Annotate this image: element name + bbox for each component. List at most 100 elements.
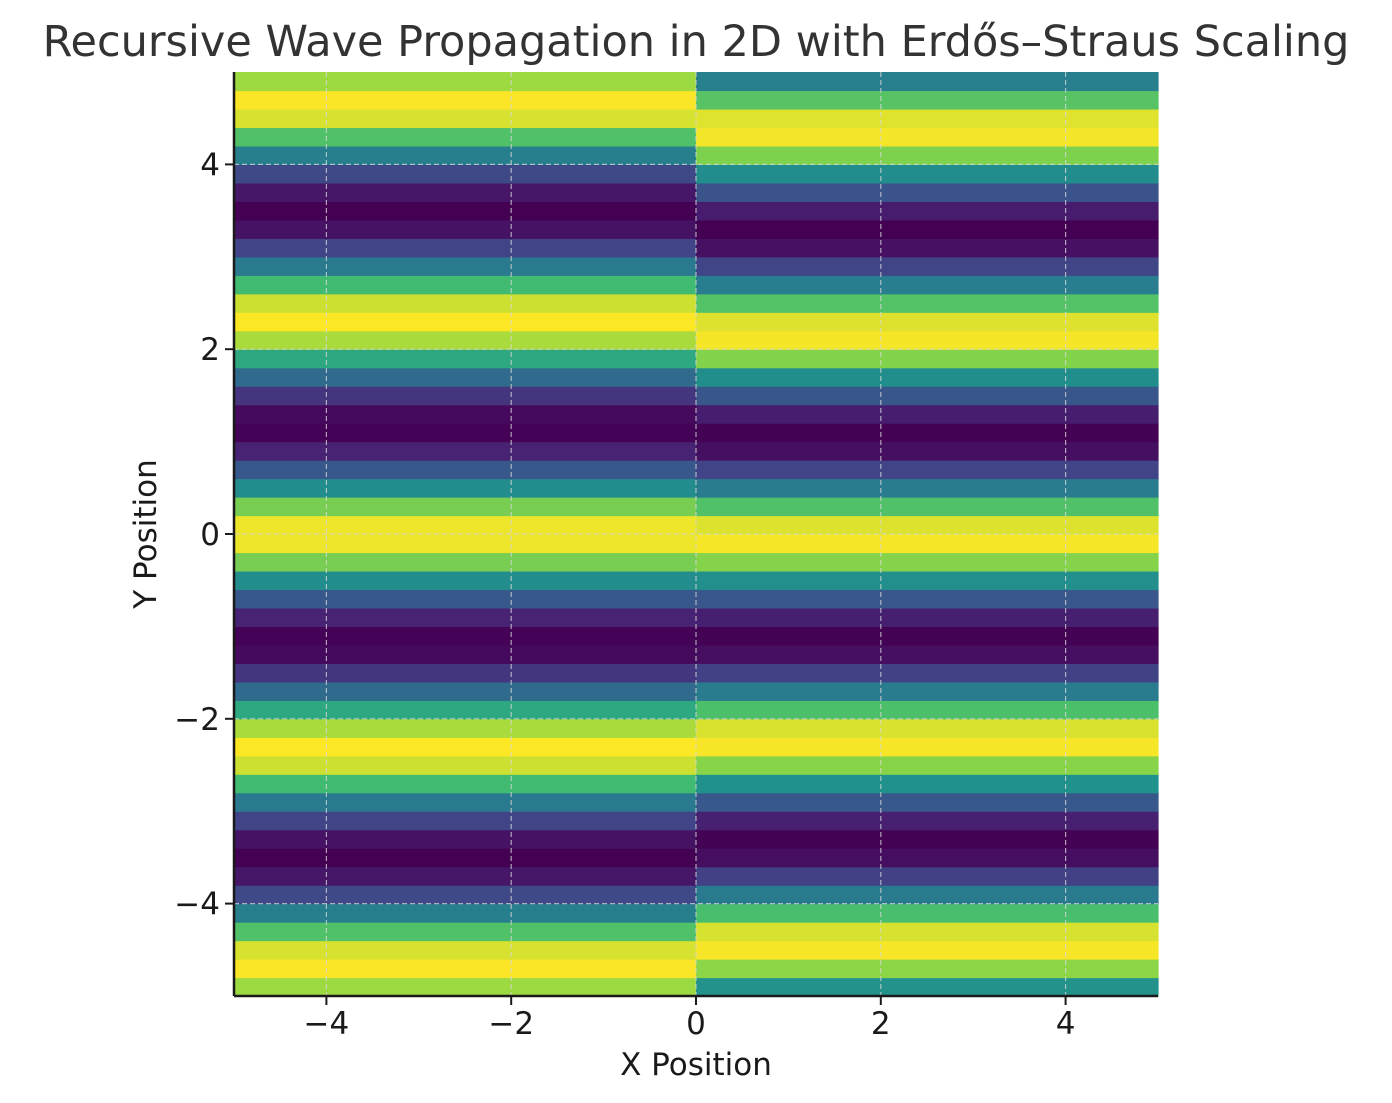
heatmap-cell [234,570,697,591]
heatmap-cell [234,219,697,239]
heatmap-cell [234,108,697,129]
heatmap-cell [696,404,1159,424]
heatmap-cell [234,478,697,498]
heatmap-cell [696,275,1159,295]
x-axis-ticks: −4 −2 0 2 4 [304,996,1075,1042]
heatmap-cell [234,718,697,738]
heatmap-cell [696,792,1159,812]
heatmap-cell [234,127,697,147]
heatmap-cell [696,755,1159,775]
heatmap-cell [696,644,1159,664]
heatmap-cell [696,774,1159,794]
heatmap-cell [234,534,697,554]
heatmap-cell [234,330,697,350]
heatmap-cell [696,700,1159,720]
heatmap-cell [696,108,1159,129]
heatmap-cell [234,589,697,609]
y-tick-label: 0 [200,517,220,553]
heatmap-cell [234,552,697,572]
heatmap-cell [696,552,1159,572]
heatmap-cell [234,423,697,443]
heatmap-cell [234,829,697,849]
heatmap-cell [696,201,1159,221]
heatmap-cell [696,312,1159,332]
heatmap-cell [234,404,697,424]
heatmap-cell [696,737,1159,757]
heatmap-cell [696,293,1159,313]
heatmap-cell [696,589,1159,609]
heatmap-cell [234,275,697,295]
heatmap-cell [234,312,697,332]
heatmap-cell [696,182,1159,202]
heatmap-cell [696,441,1159,461]
heatmap-cell [234,460,697,480]
heatmap-cell [696,940,1159,960]
heatmap-cell [696,72,1159,92]
heatmap-cell [234,607,697,627]
y-tick-label: −4 [174,887,220,923]
heatmap-cell [696,903,1159,923]
x-axis-label: X Position [620,1047,772,1083]
heatmap-cell [696,515,1159,535]
heatmap-cell [234,349,697,369]
heatmap-cell [696,145,1159,165]
heatmap-cell [696,681,1159,701]
x-tick-label: 2 [871,1006,891,1042]
heatmap-cell [234,626,697,646]
heatmap-cell [696,367,1159,387]
heatmap-cell [234,515,697,535]
heatmap-cell [234,681,697,701]
heatmap-cell [696,164,1159,184]
heatmap-cell [696,663,1159,683]
y-tick-label: 2 [200,332,220,368]
heatmap-cell [234,293,697,313]
heatmap-cell [696,570,1159,591]
heatmap-cell [696,386,1159,406]
heatmap-cell [696,349,1159,369]
heatmap-cell [234,201,697,221]
heatmap-cell [234,497,697,517]
grid-lines [234,72,1158,996]
heatmap-cell [234,386,697,406]
heatmap-cell [234,811,697,831]
heatmap-cell [234,737,697,757]
heatmap-cell [234,848,697,868]
heatmap-cell [696,219,1159,239]
heatmap-cell [696,977,1159,997]
heatmap-cell [234,922,697,942]
heatmap-cell [696,866,1159,886]
heatmap-cell [234,755,697,775]
heatmap-cell [696,959,1159,979]
heatmap-cell [696,256,1159,276]
heatmap-cell [696,497,1159,517]
heatmap-cell [234,145,697,165]
heatmap-cell [234,774,697,794]
heatmap-cell [234,164,697,184]
y-axis-ticks: −4 −2 0 2 4 [174,147,234,923]
heatmap-cell [696,922,1159,942]
chart-title: Recursive Wave Propagation in 2D with Er… [43,17,1350,67]
heatmap-cell [234,367,697,387]
y-axis-label: Y Position [128,459,164,610]
heatmap-cell [234,238,697,258]
x-tick-label: 0 [686,1006,706,1042]
heatmap-cell [234,866,697,886]
y-tick-label: 4 [200,147,220,183]
heatmap-cell [234,940,697,960]
heatmap-cell [696,829,1159,849]
heatmap-cell [696,607,1159,627]
x-tick-label: −2 [488,1006,534,1042]
heatmap-cell [696,460,1159,480]
heatmap-cell [696,718,1159,738]
heatmap-cell [234,72,697,92]
heatmap-cell [234,182,697,202]
heatmap-cell [696,478,1159,498]
heatmap-cell [234,644,697,664]
heatmap-cell [696,90,1159,110]
heatmap-cell [696,238,1159,258]
heatmap-cell [234,792,697,812]
x-tick-label: −4 [304,1006,350,1042]
heatmap-cell [234,256,697,276]
heatmap-cell [696,811,1159,831]
